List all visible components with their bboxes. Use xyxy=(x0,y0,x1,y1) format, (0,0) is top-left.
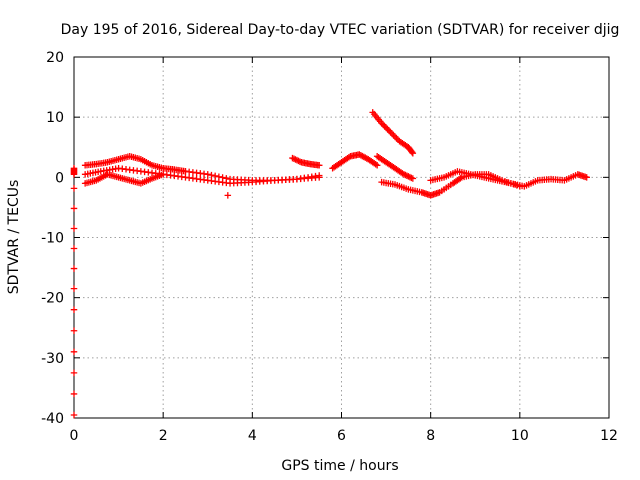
x-tick-label: 2 xyxy=(159,428,168,444)
data-point xyxy=(224,192,232,199)
data-point xyxy=(70,306,78,313)
data-point xyxy=(409,150,417,157)
data-point xyxy=(70,411,78,419)
series-arc-i xyxy=(427,168,590,190)
data-point xyxy=(70,245,78,252)
data-point xyxy=(204,171,211,178)
x-tick-label: 8 xyxy=(426,428,435,444)
data-point xyxy=(215,173,223,180)
y-tick-label: 20 xyxy=(46,50,64,66)
data-point xyxy=(70,327,78,335)
data-point xyxy=(70,265,78,272)
x-tick-label: 6 xyxy=(337,428,346,444)
data-point xyxy=(219,174,226,181)
y-tick-label: -40 xyxy=(41,411,64,427)
data-point xyxy=(315,172,323,179)
data-point xyxy=(583,174,590,181)
y-tick-label: -20 xyxy=(41,291,64,307)
data-point xyxy=(408,149,416,156)
data-point xyxy=(70,369,78,377)
data-point xyxy=(70,390,78,398)
series-arc-c xyxy=(159,165,323,184)
data-point xyxy=(70,165,78,172)
data-point xyxy=(70,285,78,292)
series-arc-f xyxy=(369,109,417,157)
y-tick-label: 10 xyxy=(46,110,64,126)
x-tick-label: 10 xyxy=(511,428,529,444)
x-tick-label: 12 xyxy=(600,428,618,444)
data-points xyxy=(70,109,590,419)
y-tick-label: 0 xyxy=(55,170,64,186)
chart-title: Day 195 of 2016, Sidereal Day-to-day VTE… xyxy=(61,22,620,38)
series-isolated xyxy=(224,192,232,199)
series-arc-d xyxy=(289,154,323,169)
data-point xyxy=(223,175,230,182)
grid xyxy=(74,57,609,418)
axis-ticks: 0 2 4 6 8 10 12 -40 -30 -20 -10 0 10 20 xyxy=(41,50,618,444)
data-point xyxy=(70,185,78,192)
data-point xyxy=(211,172,219,180)
data-point xyxy=(373,162,381,169)
series-arc-e xyxy=(329,151,381,172)
data-point xyxy=(409,175,417,182)
series-receiver-marks xyxy=(70,165,78,419)
data-point xyxy=(70,205,78,212)
series-arc-g xyxy=(373,153,417,182)
series-arc-a-lower xyxy=(81,171,167,187)
y-tick-label: -10 xyxy=(41,231,64,247)
x-tick-label: 0 xyxy=(70,428,79,444)
data-point xyxy=(208,171,215,179)
data-point xyxy=(70,225,78,232)
data-point xyxy=(315,162,323,169)
data-point xyxy=(70,348,78,356)
y-axis-label: SDTVAR / TECUs xyxy=(6,180,22,295)
y-tick-label: -30 xyxy=(41,351,64,367)
x-tick-label: 4 xyxy=(248,428,257,444)
x-axis-label: GPS time / hours xyxy=(281,458,398,474)
